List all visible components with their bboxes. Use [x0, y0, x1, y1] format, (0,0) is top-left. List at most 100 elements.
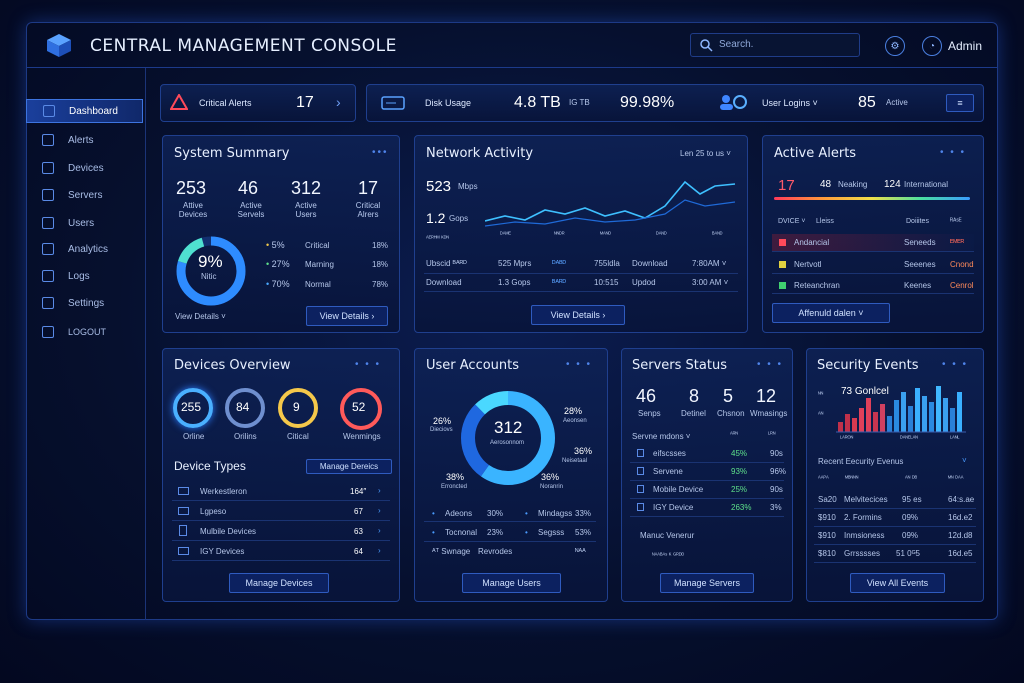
gear-icon: [42, 297, 54, 309]
chevron-right-icon[interactable]: ›: [378, 546, 381, 555]
security-bar-chart: [836, 386, 966, 433]
row-cell: Download: [426, 278, 462, 287]
user-logins-label[interactable]: User Logins ˅: [762, 98, 818, 108]
view-details-link[interactable]: View Details ˅: [175, 312, 226, 321]
device-type-name: Lgpeso: [200, 507, 227, 516]
user-avatar-icon[interactable]: ◔: [922, 36, 942, 56]
user-logins-state: Active: [886, 98, 908, 107]
alert-row[interactable]: [772, 256, 974, 274]
workstation-icon: [178, 487, 189, 495]
event-row[interactable]: [814, 509, 976, 527]
server-row[interactable]: [630, 499, 784, 517]
axis-tick: ᴰᴬᴺᴰ: [656, 232, 667, 238]
legend-value: 18%: [372, 241, 389, 250]
sidebar-item-dashboard[interactable]: Dashboard: [26, 99, 143, 123]
donut-value: 9%: [198, 252, 223, 271]
server-metric: 90s: [770, 449, 783, 458]
list-item[interactable]: [172, 483, 390, 501]
alert-name: Andancial: [794, 238, 830, 247]
manage-devices-button[interactable]: Manage Devices: [229, 573, 329, 593]
chevron-right-icon[interactable]: ›: [378, 486, 381, 495]
sidebar-item-settings[interactable]: Settings: [26, 291, 143, 315]
user-accounts-title: User Accounts: [426, 358, 520, 373]
alert-status: Cenrol: [950, 281, 974, 290]
kpi-value: 312: [291, 178, 322, 198]
monitor-icon: [42, 162, 54, 174]
sidebar-item-alerts[interactable]: Alerts: [26, 128, 143, 152]
event-name: Melvitecices: [844, 495, 888, 504]
device-type-count: 164″: [350, 487, 367, 496]
list-item[interactable]: [172, 523, 390, 541]
user-name[interactable]: Admin: [948, 39, 983, 53]
event-rate: 51 0ᴳ5: [896, 549, 920, 558]
axis-label: ᴬᴱᴿᴴᴹ ᴷᴰᴺ: [426, 236, 450, 242]
server-name: IGY Device: [653, 503, 694, 512]
critical-ring: [278, 388, 318, 428]
server-row[interactable]: [630, 463, 784, 481]
segment-pct: 36%: [541, 472, 560, 482]
row-bullet: •: [432, 528, 435, 537]
view-details-button[interactable]: View Details ›: [531, 305, 625, 325]
more-icon[interactable]: • • •: [940, 147, 967, 158]
notification-icon[interactable]: ⚙: [885, 36, 905, 56]
bandwidth-unit: Gops: [449, 214, 469, 223]
chevron-right-icon[interactable]: ›: [378, 506, 381, 515]
server-metric: 45%: [731, 449, 748, 458]
more-icon[interactable]: • • •: [942, 359, 969, 370]
sidebar-item-logs[interactable]: Logs: [26, 264, 143, 288]
chevron-right-icon[interactable]: ›: [336, 94, 341, 110]
manage-devices-link[interactable]: Manage Dereics: [306, 459, 392, 474]
search-input[interactable]: Search.: [690, 33, 860, 57]
segment-label: Aeonsen: [563, 418, 587, 424]
row-cell: Ubscid ᴮᴬᴿᴰ: [426, 259, 467, 268]
alert-row[interactable]: [772, 234, 974, 252]
chevron-down-icon[interactable]: ˅: [962, 456, 967, 465]
warning-icon: [170, 94, 188, 110]
sidebar-item-label: Dashboard: [69, 105, 118, 117]
filter-select[interactable]: Affenuld dalen ˅: [772, 303, 890, 323]
kpi-label: Active Servels: [237, 201, 265, 219]
event-rate: 09%: [902, 531, 919, 540]
event-time: 16d.e2: [948, 513, 973, 522]
device-types-title: Device Types: [174, 459, 246, 473]
more-icon[interactable]: • • •: [566, 359, 593, 370]
list-item[interactable]: [172, 543, 390, 561]
sidebar-item-devices[interactable]: Devices: [26, 156, 143, 180]
view-details-button[interactable]: View Details ›: [306, 306, 388, 326]
event-row[interactable]: [814, 491, 976, 509]
more-icon[interactable]: • • •: [355, 359, 382, 370]
app-title: CENTRAL MANAGEMENT CONSOLE: [90, 36, 397, 56]
server-row[interactable]: [630, 481, 784, 499]
manage-servers-button[interactable]: Manage Servers: [660, 573, 754, 593]
critical-alerts-stat[interactable]: [160, 84, 356, 122]
server-kpi-label: Senps: [638, 409, 661, 418]
view-all-events-button[interactable]: View All Events: [850, 573, 945, 593]
recent-events-title: Recent Eecurity Evenus: [818, 457, 904, 466]
sidebar-item-users[interactable]: Users: [26, 211, 143, 235]
manage-users-button[interactable]: Manage Users: [462, 573, 561, 593]
server-footer-note: ᴺᴬᴬᴮᴬˢ ᴷ ᴳᴿᴰᴰ: [652, 553, 685, 559]
security-events-title: Security Events: [817, 358, 919, 373]
more-icon[interactable]: •••: [372, 147, 389, 158]
legend-name: Normal: [305, 280, 331, 289]
list-item[interactable]: [172, 503, 390, 521]
sidebar-item-logout[interactable]: LOGOUT: [26, 320, 143, 344]
sidebar-item-servers[interactable]: Servers: [26, 183, 143, 207]
time-range-select[interactable]: Len 25 to us ˅: [680, 149, 731, 158]
more-icon[interactable]: • • •: [757, 359, 784, 370]
server-name: Mobile Device: [653, 485, 704, 494]
chart-title: 73 Gonlcel: [841, 386, 889, 397]
devices-overview-title: Devices Overview: [174, 358, 291, 373]
server-kpi-value: 5: [723, 386, 734, 406]
row-cell: 755ldla: [594, 259, 620, 268]
sidebar-item-analytics[interactable]: Analytics: [26, 237, 143, 261]
iot-device-icon: [178, 547, 189, 555]
server-row[interactable]: [630, 445, 784, 463]
event-row[interactable]: [814, 527, 976, 545]
event-row[interactable]: [814, 545, 976, 563]
ring-label: Citical: [287, 432, 309, 441]
alert-row[interactable]: [772, 276, 974, 294]
disk-usage-value: 4.8 TB: [514, 94, 561, 111]
menu-button[interactable]: ≡: [946, 94, 974, 112]
chevron-right-icon[interactable]: ›: [378, 526, 381, 535]
